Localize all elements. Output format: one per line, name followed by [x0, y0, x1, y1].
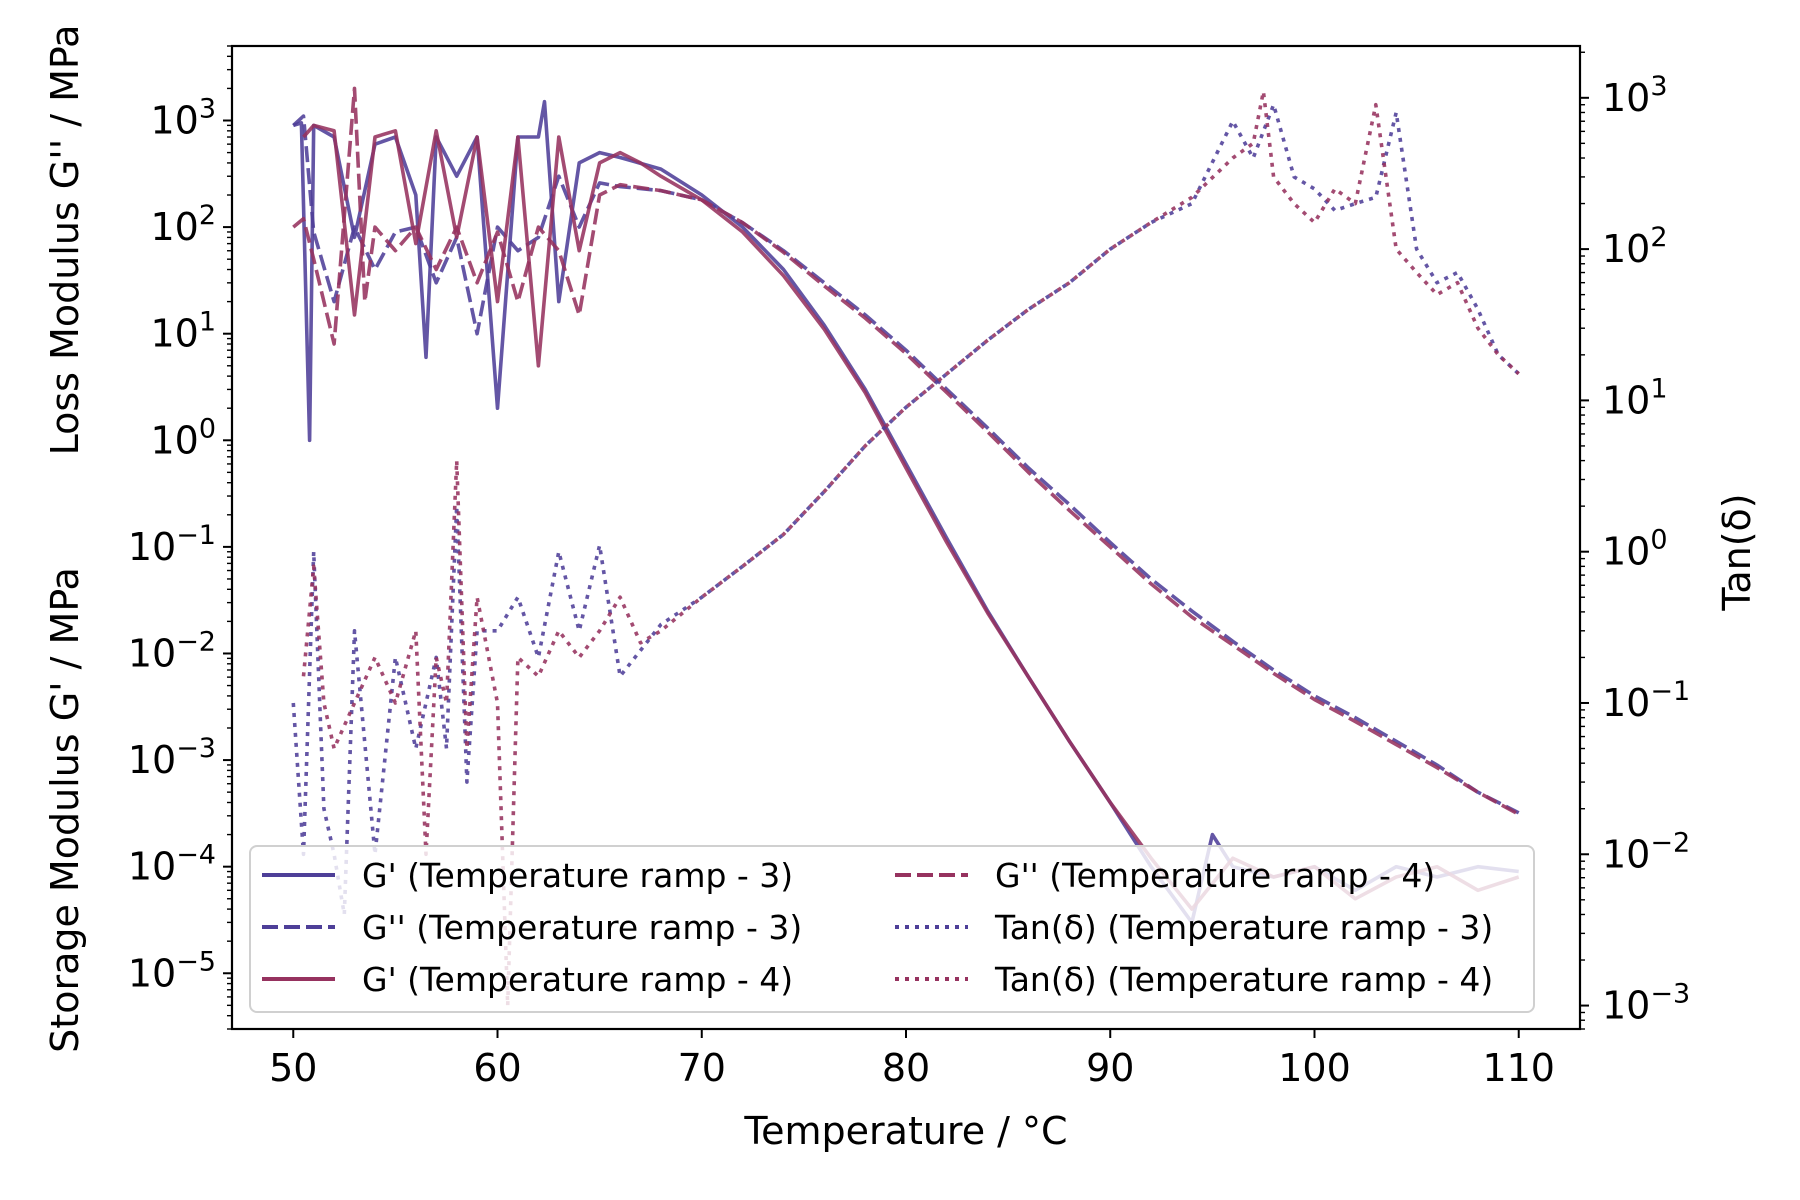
right-y-tick-label: 10−1 — [1602, 676, 1690, 725]
right-y-tick-label: 101 — [1602, 373, 1668, 422]
legend-entry: Tan(δ) (Temperature ramp - 4) — [895, 960, 1493, 999]
left-y-tick-label: 10−1 — [128, 520, 216, 569]
series-line-4 — [292, 86, 1520, 816]
legend-entry: G'' (Temperature ramp - 3) — [262, 908, 802, 947]
right-y-axis-label: Tan(δ) — [1715, 493, 1759, 611]
x-tick-label: 70 — [678, 1046, 726, 1090]
legend-label: Tan(δ) (Temperature ramp - 3) — [994, 908, 1493, 947]
left-y-tick-label: 101 — [150, 307, 216, 356]
legend-label: G'' (Temperature ramp - 4) — [995, 856, 1435, 895]
x-tick-label: 80 — [882, 1046, 930, 1090]
x-axis-label: Temperature / °C — [743, 1109, 1067, 1153]
series-line-6 — [301, 89, 1520, 1008]
legend: G' (Temperature ramp - 3) G'' (Temperatu… — [249, 845, 1535, 1013]
legend-entry: G'' (Temperature ramp - 4) — [895, 856, 1435, 895]
legend-label: Tan(δ) (Temperature ramp - 4) — [994, 960, 1493, 999]
right-y-tick-label: 10−2 — [1602, 827, 1690, 876]
legend-entry: G' (Temperature ramp - 4) — [262, 960, 793, 999]
right-y-tick-label: 10−3 — [1602, 979, 1690, 1028]
left-y-tick-label: 102 — [150, 200, 216, 249]
left-y-axis-label-bottom: Storage Modulus G' / MPa — [43, 567, 87, 1053]
left-y-axis: 103 102 101 100 10−1 10−2 10−3 10−4 10−5 — [128, 45, 232, 1030]
legend-entry: Tan(δ) (Temperature ramp - 3) — [895, 908, 1493, 947]
x-tick-label: 50 — [269, 1046, 317, 1090]
legend-label: G' (Temperature ramp - 4) — [362, 960, 793, 999]
series-line-1 — [292, 99, 1519, 925]
x-tick-label: 100 — [1278, 1046, 1351, 1090]
legend-label: G'' (Temperature ramp - 3) — [362, 908, 802, 947]
legend-label: G' (Temperature ramp - 3) — [362, 856, 793, 895]
x-axis: 50 60 70 80 90 100 110 — [269, 1029, 1555, 1090]
right-y-axis: 103 102 101 100 10−1 10−2 10−3 — [1580, 51, 1690, 1030]
left-y-tick-label: 103 — [150, 94, 216, 143]
x-tick-label: 90 — [1086, 1046, 1134, 1090]
legend-box — [249, 845, 1535, 1013]
x-tick-label: 60 — [473, 1046, 521, 1090]
legend-entry: G' (Temperature ramp - 3) — [262, 856, 793, 895]
right-y-tick-label: 100 — [1602, 525, 1668, 574]
left-y-tick-label: 100 — [150, 413, 216, 462]
left-y-tick-label: 10−3 — [128, 733, 216, 782]
series-line-5 — [291, 102, 1520, 917]
left-y-tick-label: 10−4 — [128, 840, 216, 889]
x-tick-label: 110 — [1482, 1046, 1555, 1090]
right-y-tick-label: 102 — [1602, 222, 1668, 271]
left-y-tick-label: 10−5 — [128, 946, 216, 995]
right-y-tick-label: 103 — [1602, 71, 1668, 120]
left-y-tick-label: 10−2 — [128, 626, 216, 675]
left-y-axis-label-top: Loss Modulus G'' / MPa — [43, 25, 87, 456]
